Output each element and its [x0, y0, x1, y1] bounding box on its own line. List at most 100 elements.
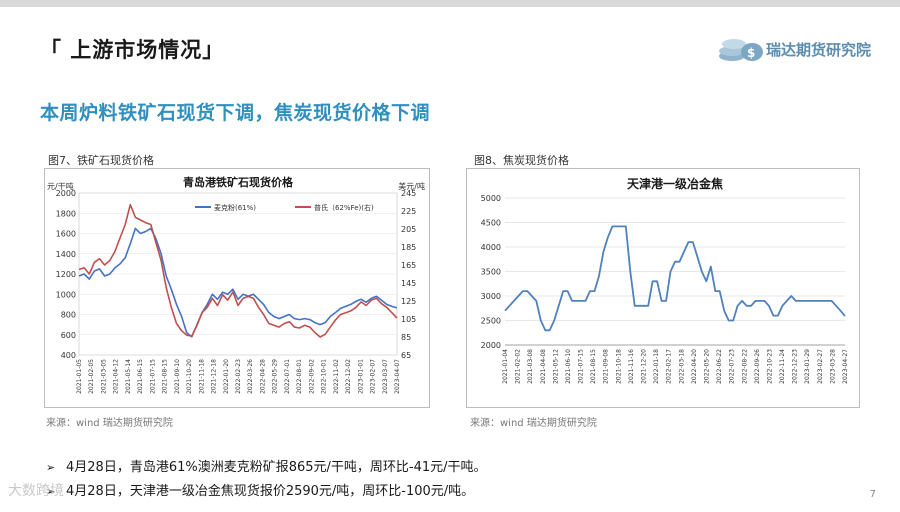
y-tick-label-right: 185	[401, 243, 416, 252]
figure7-caption: 图7、铁矿石现货价格	[48, 154, 154, 167]
watermark: 大数跨境	[8, 483, 64, 499]
x-tick-label: 2023-03-28	[829, 349, 836, 384]
x-tick-label: 2022-10-01	[321, 359, 328, 394]
y-tick-label-right: 165	[401, 261, 416, 270]
x-tick-label: 2023-04-27	[842, 349, 849, 384]
coke-chart-frame: 天津港一级冶金焦 5000 4500 4000 3500 3000 2500 2000 2021…	[466, 168, 860, 408]
bullet-text: 4月28日，天津港一级冶金焦现货报价2590元/吨，周环比-100元/吨。	[66, 484, 475, 499]
y-tick-label: 5000	[481, 194, 501, 203]
x-tick-label: 2021-03-05	[100, 359, 107, 394]
x-tick-label: 2021-05-14	[125, 359, 132, 394]
x-tick-label: 2021-06-15	[137, 359, 144, 394]
logo-text: 瑞达期货研究院	[766, 41, 872, 59]
x-tick-label: 2022-09-26	[754, 349, 761, 384]
x-tick-label: 2022-12-23	[792, 349, 799, 384]
iron-ore-chart-frame: 青岛港铁矿石现货价格 元/干吨 美元/吨 2000 1800 1600 1400 1200 10…	[44, 168, 430, 408]
y-tick-label-right: 245	[401, 189, 416, 198]
x-tick-label: 2021-01-05	[76, 359, 83, 394]
x-tick-label: 2023-03-07	[382, 359, 389, 394]
chart-title: 天津港一级冶金焦	[627, 176, 723, 191]
company-logo: $	[716, 30, 886, 64]
x-tick-label: 2021-09-08	[603, 349, 610, 384]
x-tick-label: 2021-09-10	[174, 359, 181, 394]
x-tick-label: 2021-02-05	[88, 359, 95, 394]
series-line-2	[78, 203, 398, 338]
y-axis-right-unit: 美元/吨	[398, 181, 425, 191]
top-divider-bar	[0, 0, 900, 7]
y-tick-label-left: 1000	[56, 290, 76, 299]
x-tick-label: 2021-06-10	[565, 349, 572, 384]
y-tick-label: 2500	[481, 317, 501, 326]
x-tick-label: 2022-04-28	[259, 359, 266, 394]
x-tick-label: 2022-12-02	[345, 359, 352, 394]
series-line-1	[78, 227, 398, 338]
x-tick-label: 2021-10-20	[186, 359, 193, 394]
x-tick-label: 2022-11-24	[779, 349, 786, 384]
x-tick-label: 2022-01-18	[653, 349, 660, 384]
x-tick-label: 2022-10-23	[766, 349, 773, 384]
y-tick-label-right: 225	[401, 207, 416, 216]
chart-title: 青岛港铁矿石现货价格	[183, 175, 294, 189]
y-tick-label-left: 2000	[56, 189, 76, 198]
page-title: 「 上游市场情况」	[40, 38, 225, 62]
x-tick-label: 2023-01-29	[804, 349, 811, 384]
x-tick-label: 2021-04-12	[113, 359, 120, 394]
y-tick-label: 3500	[481, 268, 501, 277]
x-tick-label: 2021-04-08	[540, 349, 547, 384]
x-tick-label: 2022-09-02	[308, 359, 315, 394]
y-tick-label-left: 1600	[56, 230, 76, 239]
legend-label: 普氏（62%Fe)(右)	[314, 203, 374, 212]
x-tick-label: 2022-01-20	[223, 359, 230, 394]
x-tick-label: 2021-12-20	[641, 349, 648, 384]
figure8-source: 来源：wind 瑞达期货研究院	[470, 418, 597, 429]
x-tick-label: 2022-05-20	[703, 349, 710, 384]
bullet-arrow-icon: ➢	[46, 461, 56, 474]
y-tick-label-right: 65	[401, 351, 411, 360]
x-tick-label: 2022-11-02	[333, 359, 340, 394]
x-tick-label: 2021-10-18	[615, 349, 622, 384]
figure7-source: 来源：wind 瑞达期货研究院	[46, 418, 173, 429]
series-line-1	[504, 225, 846, 332]
y-tick-label-right: 145	[401, 279, 416, 288]
x-tick-label: 2023-04-07	[394, 359, 401, 394]
x-tick-label: 2022-08-22	[741, 349, 748, 384]
y-tick-label-left: 1200	[56, 270, 76, 279]
y-tick-label-left: 600	[61, 331, 76, 340]
coke-price-chart: 天津港一级冶金焦 5000 4500 4000 3500 3000 2500 2000 2021…	[481, 176, 849, 384]
y-tick-label: 3000	[481, 292, 501, 301]
y-tick-label-left: 400	[61, 351, 76, 360]
y-tick-label-left: 1800	[56, 209, 76, 218]
x-tick-label: 2021-05-12	[552, 349, 559, 384]
bullet-coke: ➢ 4月28日，天津港一级冶金焦现货报价2590元/吨，周环比-100元/吨。	[46, 480, 474, 499]
x-tick-label: 2022-05-29	[272, 359, 279, 394]
x-tick-label: 2021-11-16	[628, 349, 635, 384]
coin-stack-icon: $	[719, 39, 763, 61]
bullet-iron-ore: ➢ 4月28日，青岛港61%澳洲麦克粉矿报865元/干吨，周环比-41元/干吨。	[46, 456, 487, 475]
y-tick-label-left: 800	[61, 311, 76, 320]
legend-label: 麦克粉(61%)	[214, 203, 256, 212]
x-tick-label: 2022-03-18	[678, 349, 685, 384]
figure8-caption: 图8、焦炭现货价格	[474, 154, 569, 167]
x-tick-label: 2022-07-23	[729, 349, 736, 384]
y-tick-label-right: 85	[401, 333, 411, 342]
x-tick-label: 2021-11-18	[198, 359, 205, 394]
x-tick-label: 2023-02-07	[370, 359, 377, 394]
page-number: 7	[869, 489, 876, 500]
bullet-text: 4月28日，青岛港61%澳洲麦克粉矿报865元/干吨，周环比-41元/干吨。	[66, 460, 487, 475]
y-tick-label: 4000	[481, 243, 501, 252]
x-tick-label: 2023-02-27	[817, 349, 824, 384]
y-tick-label: 4500	[481, 219, 501, 228]
x-tick-label: 2022-02-23	[235, 359, 242, 394]
y-tick-label-left: 1400	[56, 250, 76, 259]
y-axis-left-unit: 元/干吨	[47, 181, 74, 191]
x-tick-label: 2022-06-22	[716, 349, 723, 384]
x-tick-label: 2022-07-01	[284, 359, 291, 394]
x-tick-label: 2021-07-15	[578, 349, 585, 384]
y-tick-label: 2000	[481, 341, 501, 350]
y-tick-label-right: 125	[401, 297, 416, 306]
y-tick-label-right: 105	[401, 315, 416, 324]
y-tick-label-right: 205	[401, 225, 416, 234]
bullet-arrow-icon: ➢	[46, 485, 56, 498]
svg-text:$: $	[747, 46, 755, 60]
x-tick-label: 2021-12-18	[211, 359, 218, 394]
